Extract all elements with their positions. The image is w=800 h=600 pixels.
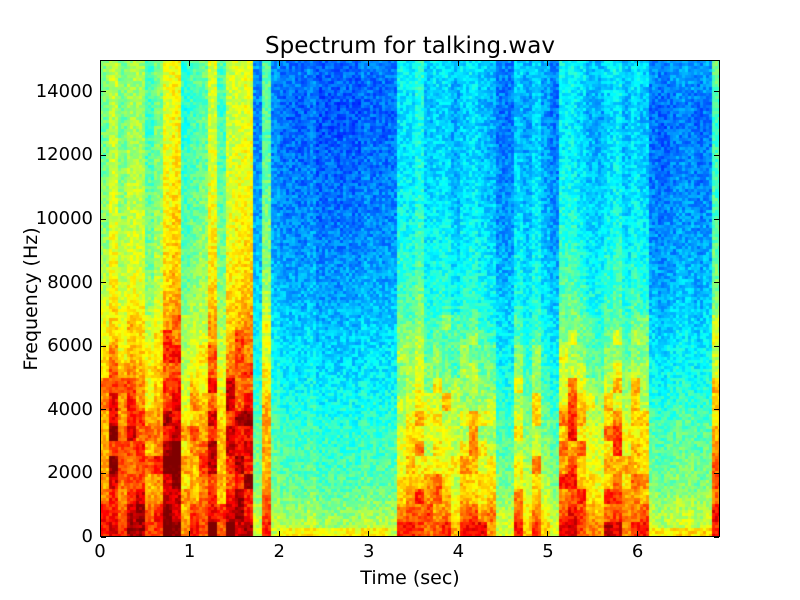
x-tick-label: 4 [452,541,465,562]
y-tick-label: 12000 [35,144,93,166]
y-tick-label: 0 [81,526,93,547]
tick-mark [714,345,719,347]
tick-mark [714,536,719,538]
plot-title: Spectrum for talking.wav [265,33,555,59]
tick-mark [714,409,719,411]
tick-mark [547,61,549,66]
x-tick-label: 2 [273,541,285,562]
tick-mark [457,61,459,66]
tick-mark [278,61,280,66]
x-tick-label: 6 [631,541,644,562]
y-tick-label: 10000 [35,208,93,229]
x-axis-label: Time (sec) [360,567,460,589]
tick-mark [101,536,106,538]
x-tick-label: 1 [183,541,196,562]
tick-mark [101,472,106,474]
y-tick-label: 2000 [47,462,93,484]
tick-mark [714,472,719,474]
x-tick-label: 3 [363,541,375,562]
tick-mark [278,531,280,536]
tick-mark [189,61,191,66]
tick-mark [547,531,549,536]
tick-mark [637,531,639,536]
tick-mark [714,218,719,220]
x-tick-label: 0 [94,541,106,562]
y-tick-label: 8000 [47,271,93,293]
y-tick-label: 4000 [47,398,93,420]
tick-mark [457,531,459,536]
tick-mark [101,282,106,284]
tick-mark [101,218,106,220]
y-tick-label: 6000 [47,335,93,357]
tick-mark [101,345,106,347]
x-tick-label: 5 [542,541,554,562]
tick-mark [99,531,101,536]
tick-mark [101,91,106,93]
tick-mark [714,154,719,156]
tick-mark [368,531,370,536]
tick-mark [368,61,370,66]
y-tick-label: 14000 [35,80,93,102]
tick-mark [714,91,719,93]
tick-mark [99,61,101,66]
tick-mark [189,531,191,536]
tick-mark [637,61,639,66]
tick-mark [714,282,719,284]
tick-mark [101,154,106,156]
tick-mark [101,409,106,411]
spectrogram-heatmap [100,60,720,537]
axes-area [99,60,720,538]
y-axis-label: Frequency (Hz) [20,226,42,371]
